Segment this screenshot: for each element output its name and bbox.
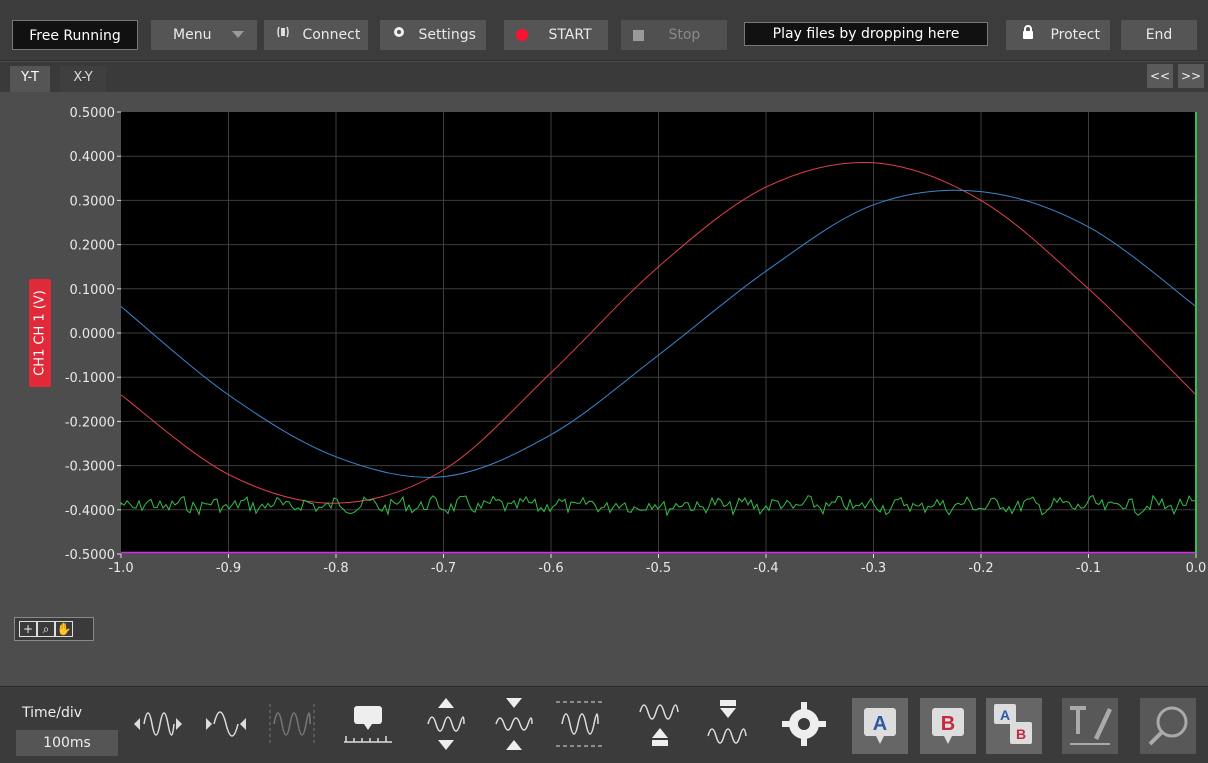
end-button[interactable]: End: [1121, 20, 1197, 50]
shift-up-icon[interactable]: [632, 694, 688, 754]
hand-pan-icon[interactable]: ✋: [55, 621, 73, 637]
channel-label-text: CH1 CH 1 (V): [32, 290, 48, 376]
fit-vertical-icon[interactable]: [552, 694, 608, 754]
search-icon[interactable]: [1140, 698, 1196, 754]
x-tick-label: -0.6: [538, 561, 563, 576]
x-tick-label: -0.4: [753, 561, 778, 576]
crosshair-icon[interactable]: +: [19, 621, 37, 637]
x-axis: -1.0 -0.9 -0.8 -0.7 -0.6 -0.5 -0.4 -0.3 -0.2 -0.1…: [108, 554, 1206, 576]
waveform-chart[interactable]: 0.5000 0.4000 0.3000 0.2000 0.1000 0.0000 -0.1…: [0, 92, 1208, 592]
tab-xy[interactable]: X-Y: [60, 66, 106, 92]
file-drop-zone[interactable]: Play files by dropping here: [744, 22, 988, 46]
x-tick-label: -0.2: [968, 561, 993, 576]
svg-text:A: A: [873, 713, 887, 735]
x-tick-label: -0.3: [861, 561, 886, 576]
series-0-line: [120, 161, 1197, 504]
x-tick-label: -1.0: [108, 561, 133, 576]
x-tick-label: 0.0: [1186, 561, 1207, 576]
time-div-value[interactable]: 100ms: [16, 730, 118, 756]
y-tick-label: 0.5000: [70, 106, 116, 121]
connect-icon: [276, 20, 290, 50]
mode-display[interactable]: Free Running: [12, 20, 138, 50]
start-label: START: [548, 27, 592, 43]
y-tick-label: -0.3000: [65, 460, 115, 475]
x-tick-label: -0.7: [431, 561, 456, 576]
shift-down-icon[interactable]: [700, 694, 756, 754]
view-tabs: Y-T X-Y << >>: [0, 62, 1208, 92]
stop-label: Stop: [668, 27, 701, 43]
tab-yt[interactable]: Y-T: [10, 66, 50, 92]
zoom-out-time-icon[interactable]: [130, 694, 186, 754]
svg-text:A: A: [1000, 707, 1010, 723]
gear-icon: [392, 20, 406, 50]
zoom-toolbar: + ⌕ ✋: [14, 617, 94, 641]
series-1-line: [120, 189, 1197, 478]
y-tick-label: 0.4000: [70, 150, 116, 165]
channel-label[interactable]: CH1 CH 1 (V): [29, 279, 51, 387]
fit-time-icon[interactable]: [264, 694, 320, 754]
cursor-b-icon[interactable]: B: [920, 698, 976, 754]
start-button[interactable]: START: [504, 20, 608, 50]
svg-text:B: B: [941, 713, 955, 735]
y-tick-label: -0.1000: [65, 371, 115, 386]
y-tick-label: -0.4000: [65, 504, 115, 519]
time-div-label: Time/div: [22, 705, 83, 721]
prev-page-button[interactable]: <<: [1147, 64, 1173, 88]
lock-icon: [1022, 20, 1034, 50]
connect-label: Connect: [302, 27, 361, 43]
stop-icon: [633, 29, 644, 41]
annotation-pen-icon[interactable]: [1062, 698, 1118, 754]
series-group: [120, 161, 1197, 554]
x-tick-label: -0.1: [1076, 561, 1101, 576]
next-page-button[interactable]: >>: [1178, 64, 1204, 88]
connect-button[interactable]: Connect: [264, 20, 368, 50]
stop-button[interactable]: Stop: [621, 20, 727, 50]
protect-label: Protect: [1050, 27, 1100, 43]
cursor-a-icon[interactable]: A: [852, 698, 908, 754]
y-tick-label: -0.2000: [65, 415, 115, 430]
record-icon: [516, 29, 528, 41]
protect-button[interactable]: Protect: [1006, 20, 1110, 50]
grid-lines: [121, 112, 1196, 554]
y-tick-label: 0.3000: [70, 194, 116, 209]
y-tick-label: 0.2000: [70, 239, 116, 254]
x-tick-label: -0.9: [216, 561, 241, 576]
magnifier-icon[interactable]: ⌕: [37, 621, 55, 637]
y-axis: 0.5000 0.4000 0.3000 0.2000 0.1000 0.0000 -0.1…: [65, 106, 121, 563]
y-tick-label: 0.1000: [70, 283, 116, 298]
settings-button[interactable]: Settings: [380, 20, 486, 50]
series-2-line: [120, 494, 1195, 517]
menu-label: Menu: [173, 27, 212, 43]
y-tick-label: -0.5000: [65, 548, 115, 563]
y-tick-label: 0.0000: [70, 327, 116, 342]
menu-dropdown[interactable]: Menu: [151, 20, 257, 50]
zoom-in-time-icon[interactable]: [198, 694, 254, 754]
x-tick-label: -0.8: [323, 561, 348, 576]
time-cursor-icon[interactable]: [340, 694, 396, 754]
expand-vertical-icon[interactable]: [418, 694, 474, 754]
svg-text:B: B: [1016, 726, 1026, 742]
settings-gear-icon[interactable]: [776, 694, 832, 754]
settings-label: Settings: [418, 27, 476, 43]
chevron-down-icon: [231, 20, 244, 50]
top-toolbar: Free Running Menu Connect Settings START…: [0, 0, 1208, 61]
shrink-vertical-icon[interactable]: [486, 694, 542, 754]
x-tick-label: -0.5: [646, 561, 671, 576]
